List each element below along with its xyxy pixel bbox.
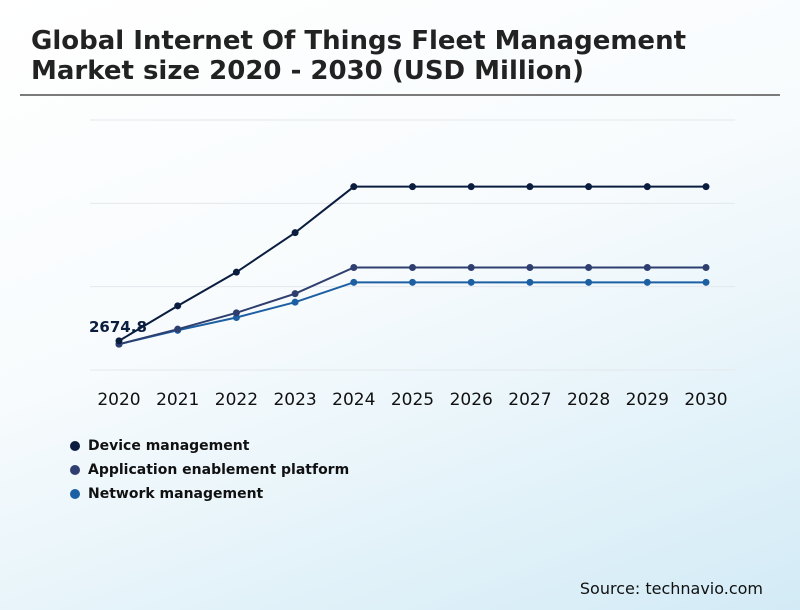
data-point [409, 183, 416, 191]
data-point [174, 325, 182, 333]
x-tick-label: 2021 [156, 390, 199, 410]
legend-label: Network management [88, 486, 264, 502]
data-point [467, 264, 475, 271]
data-point [643, 183, 651, 191]
data-point [643, 278, 651, 286]
data-point [526, 183, 534, 191]
data-point [702, 183, 710, 191]
x-tick-label: 2025 [391, 390, 434, 410]
legend-label: Device management [88, 438, 250, 454]
legend-marker-icon [70, 441, 80, 451]
data-point [232, 309, 240, 317]
legend-label: Application enablement platform [88, 462, 350, 478]
x-tick-label: 2023 [273, 390, 316, 410]
x-tick-label: 2027 [508, 390, 551, 410]
legend-marker-icon [70, 465, 80, 475]
data-point [232, 268, 240, 276]
data-point [702, 264, 710, 271]
data-point [702, 278, 710, 286]
x-tick-label: 2022 [215, 390, 258, 410]
data-point [526, 278, 534, 286]
data-point [467, 278, 475, 286]
data-label: 2674.8 [89, 318, 147, 336]
data-point [350, 183, 358, 191]
data-point [585, 264, 593, 271]
x-tick-label: 2020 [97, 390, 140, 410]
legend-item: Network management [70, 482, 349, 506]
chart-title: Global Internet Of Things Fleet Manageme… [31, 26, 687, 86]
series-line-0 [118, 185, 706, 342]
x-tick-label: 2028 [567, 390, 610, 410]
source-credit: Source: technavio.com [579, 579, 763, 598]
x-tick-label: 2029 [626, 390, 669, 410]
data-point [585, 183, 593, 191]
series-line-2 [118, 281, 706, 346]
data-point [585, 278, 593, 286]
data-point [526, 264, 534, 271]
data-point [409, 278, 416, 286]
legend-item: Application enablement platform [70, 458, 349, 482]
legend-marker-icon [70, 489, 80, 499]
data-point [643, 264, 651, 271]
data-point [291, 298, 299, 306]
line-chart: 2020 2021 2022 2023 2024 2025 2026 2027 2028 2029… [89, 119, 735, 410]
data-point [350, 278, 358, 286]
data-point [409, 264, 416, 271]
x-tick-label: 2024 [332, 390, 375, 410]
title-divider [20, 94, 780, 96]
x-tick-label: 2026 [450, 390, 493, 410]
data-point [291, 290, 299, 298]
data-point [174, 302, 182, 310]
data-point [115, 337, 123, 345]
x-tick-label: 2030 [684, 390, 727, 410]
data-point [467, 183, 475, 191]
legend-item: Device management [70, 434, 349, 458]
data-point [350, 264, 358, 271]
legend: Device management Application enablement … [70, 434, 349, 506]
data-point [291, 229, 299, 237]
